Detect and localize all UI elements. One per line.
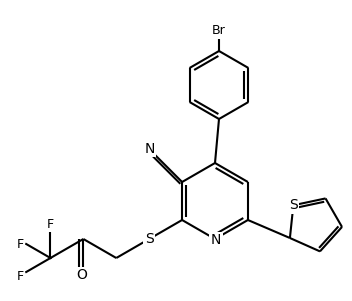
Text: O: O [76, 268, 87, 282]
Text: S: S [289, 198, 298, 212]
Text: Br: Br [212, 24, 226, 38]
Text: N: N [145, 142, 155, 156]
Text: S: S [145, 232, 153, 246]
Text: F: F [17, 237, 24, 250]
Text: F: F [17, 271, 24, 284]
Text: F: F [47, 218, 54, 231]
Text: N: N [211, 233, 221, 247]
